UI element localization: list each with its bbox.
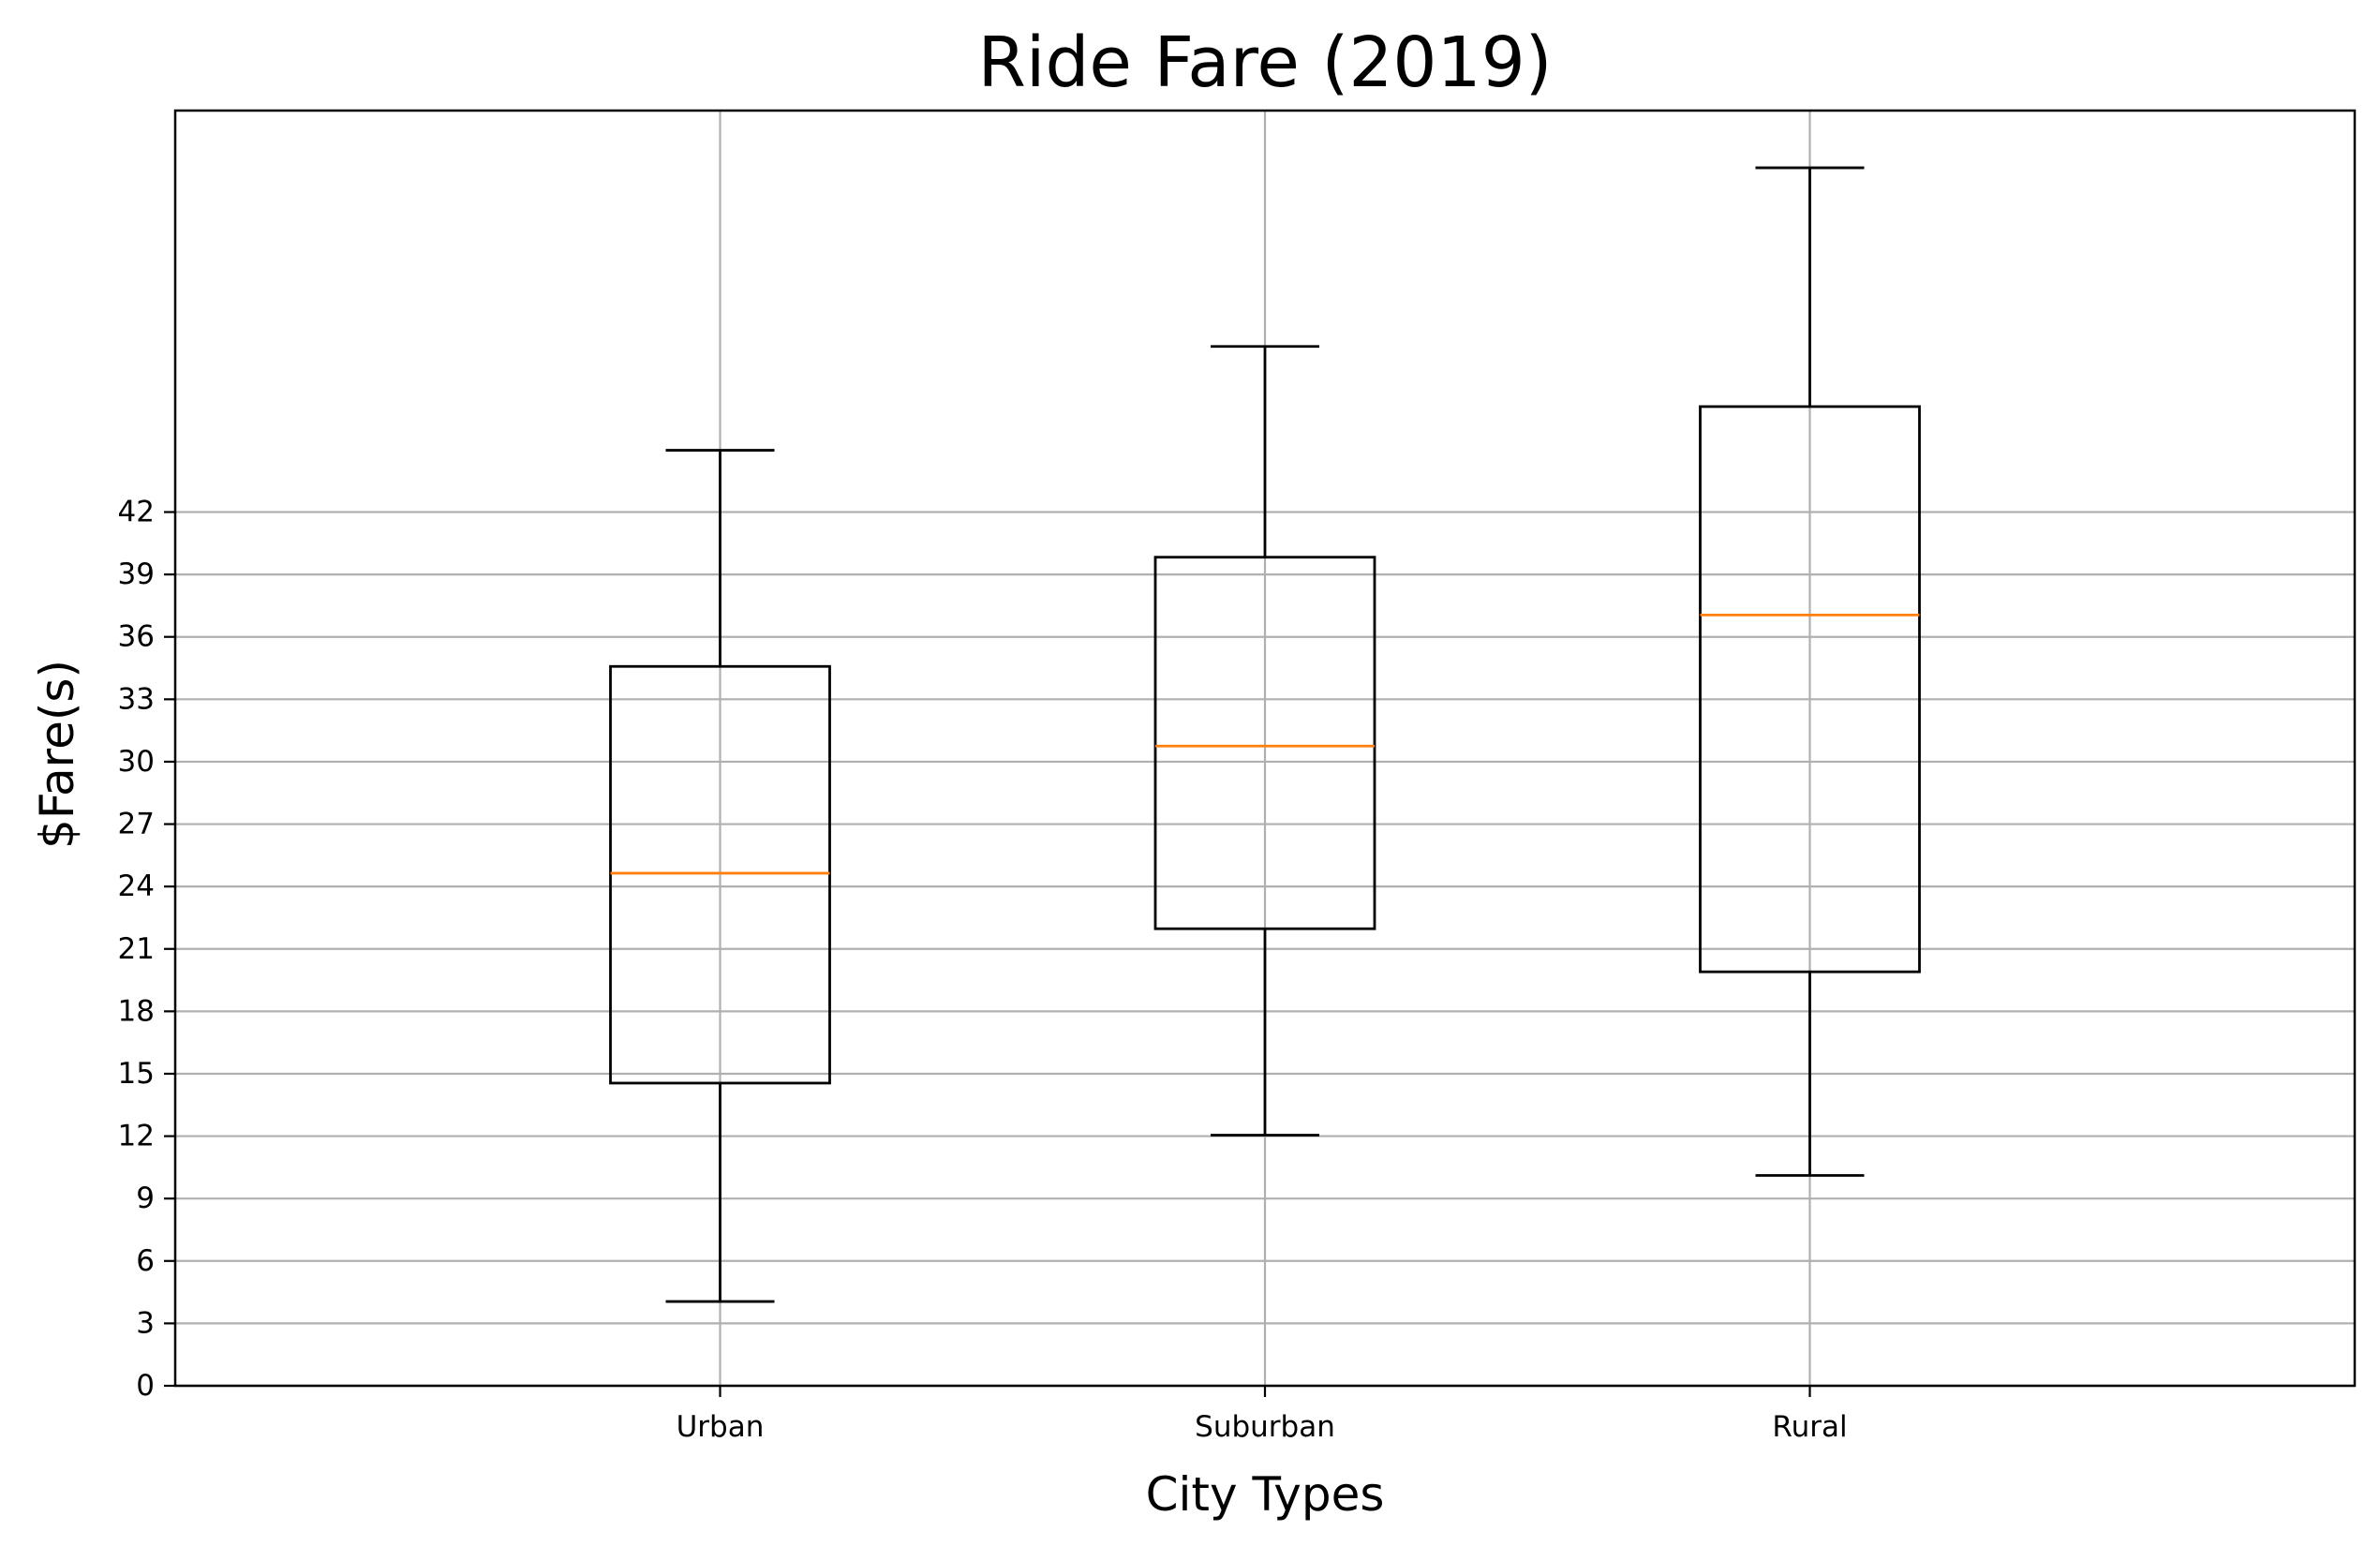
chart-title: Ride Fare (2019) (977, 22, 1552, 103)
y-axis-title: $Fare(s) (30, 660, 84, 849)
y-tick-label: 27 (118, 808, 155, 841)
y-tick-label: 18 (118, 994, 155, 1028)
x-tick-label: Suburban (1195, 1410, 1335, 1444)
iqr-box (609, 664, 831, 1085)
x-axis-title: City Types (1146, 1467, 1385, 1522)
y-tick-label: 30 (118, 745, 155, 779)
box-plot-rural (1699, 166, 1921, 1177)
y-tick-label: 42 (118, 496, 155, 529)
grid-lines (175, 111, 2355, 1388)
y-tick-label: 12 (118, 1120, 155, 1153)
x-tick-label: Rural (1772, 1410, 1847, 1444)
iqr-box (1153, 556, 1376, 930)
y-tick-label: 39 (118, 557, 155, 591)
y-tick-label: 24 (118, 870, 155, 903)
y-tick-label: 21 (118, 932, 155, 966)
x-tick-label: Urban (677, 1410, 765, 1444)
y-tick-label: 15 (118, 1057, 155, 1091)
box-plot-suburban (1153, 345, 1376, 1137)
y-tick-label: 36 (118, 620, 155, 654)
box-plot-series (609, 166, 1921, 1303)
y-tick-label: 33 (118, 682, 155, 716)
y-tick-label: 9 (136, 1182, 155, 1215)
y-tick-label: 3 (136, 1306, 155, 1340)
box-plot-urban (609, 449, 831, 1303)
y-tick-label: 0 (136, 1369, 155, 1403)
y-tick-label: 6 (136, 1244, 155, 1278)
iqr-box (1699, 405, 1921, 974)
